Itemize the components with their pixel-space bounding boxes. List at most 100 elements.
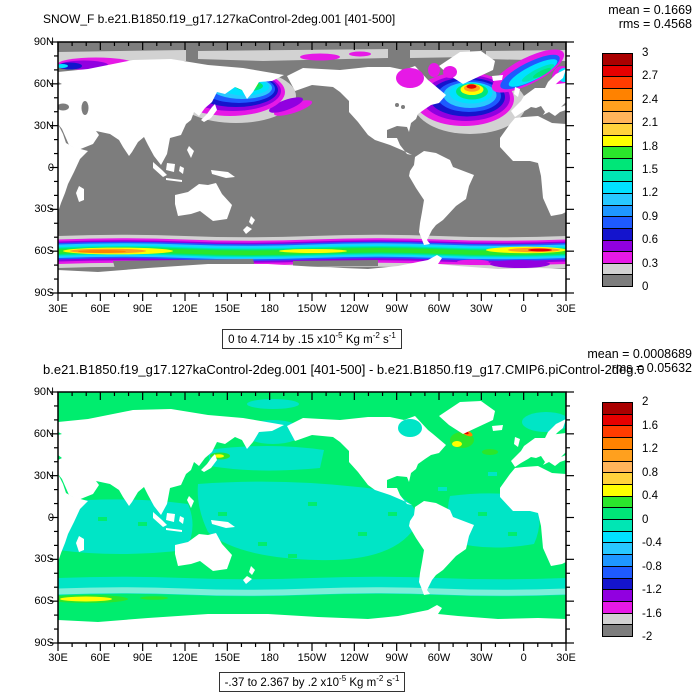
top-latitude-axis: 90N 60N 30N 0 30S 60S 90S — [18, 36, 54, 299]
lon-tick-label: 30E — [556, 652, 576, 664]
colorbar-cell — [603, 88, 632, 101]
lon-tick-label: 60E — [90, 303, 111, 315]
colorbar-cell — [603, 531, 632, 544]
colorbar-tick-label: 2.7 — [642, 70, 658, 83]
bottom-rms-value: rms = 0.05632 — [611, 361, 692, 375]
top-longitude-axis: 30E 60E 90E 120E 150E 180 150W 120W 90W 60W 30W 0 30… — [48, 303, 576, 317]
top-colorbar: 3 2.7 2.4 2.1 1.8 1.5 1.2 0.9 0.6 0.3 0 — [602, 47, 658, 293]
lon-tick-label: 90W — [385, 303, 408, 315]
lon-tick-label: 90W — [385, 652, 408, 664]
lon-tick-label: 30W — [470, 652, 493, 664]
colorbar-cell — [603, 228, 632, 241]
colorbar-cell — [603, 496, 632, 509]
lon-tick-label: 150W — [297, 303, 327, 315]
colorbar-tick-label: 2.1 — [642, 117, 658, 130]
lat-tick-label: 30S — [34, 553, 54, 566]
colorbar-cell — [603, 473, 632, 485]
colorbar-tick-label: -0.8 — [642, 560, 662, 573]
colorbar-tick-label: -1.2 — [642, 584, 662, 596]
colorbar-cell — [603, 158, 632, 171]
top-panel-stats: mean = 0.1669 rms = 0.4568 — [608, 3, 692, 31]
colorbar-cell — [603, 590, 632, 602]
colorbar-tick-label: 1.2 — [642, 187, 658, 200]
colorbar-cell — [603, 414, 632, 427]
bottom-panel-stats: mean = 0.0008689 rms = 0.05632 — [587, 347, 692, 375]
colorbar-cell — [603, 112, 632, 124]
lon-tick-label: 120E — [172, 652, 198, 664]
colorbar-tick-label: 2 — [642, 396, 649, 408]
colorbar-cell — [603, 252, 632, 264]
colorbar-cell — [603, 484, 632, 497]
lon-tick-label: 150W — [297, 652, 327, 664]
colorbar-tick-label: 0.4 — [642, 490, 658, 502]
lon-tick-label: 120W — [339, 652, 369, 664]
colorbar-tick-label: -2 — [642, 631, 653, 643]
lon-tick-label: 150E — [214, 303, 241, 315]
lat-tick-label: 90S — [34, 637, 54, 649]
bottom-panel-title: b.e21.B1850.f19_g17.127kaControl-2deg.00… — [43, 362, 645, 377]
lon-tick-label: 30E — [48, 303, 68, 315]
lon-tick-label: 180 — [260, 652, 279, 664]
bottom-colorbar: 2 1.6 1.2 0.8 0.4 0 -0.4 -0.8 -1.2 -1.6 -2 — [602, 396, 662, 643]
lon-tick-label: 120W — [339, 303, 369, 315]
top-range-label: 0 to 4.714 by .15 x10-5 Kg m-2 s-1 — [222, 329, 402, 349]
colorbar-cell — [603, 240, 632, 253]
lon-tick-label: 180 — [260, 303, 279, 315]
colorbar-cell — [603, 147, 632, 159]
snowfall-map — [50, 41, 574, 301]
lat-tick-label: 60N — [33, 77, 54, 90]
colorbar-tick-label: -0.4 — [642, 537, 662, 549]
colorbar-tick-label: 2.4 — [642, 93, 658, 106]
colorbar-tick-label: 0.9 — [642, 210, 658, 223]
colorbar-tick-label: 0.8 — [642, 466, 658, 479]
lon-tick-label: 0 — [520, 303, 527, 315]
top-rms-value: rms = 0.4568 — [618, 17, 692, 31]
colorbar-cell — [603, 275, 632, 287]
colorbar-tick-label: 1.2 — [642, 443, 658, 455]
lat-tick-label: 90N — [33, 386, 54, 398]
colorbar-cell — [603, 438, 632, 450]
bottom-mean-value: mean = 0.0008689 — [587, 347, 692, 361]
bottom-latitude-axis: 90N 60N 30N 0 30S 60S 90S — [18, 386, 54, 649]
colorbar-cells — [602, 402, 633, 637]
difference-map — [50, 391, 574, 651]
lat-tick-label: 30S — [34, 203, 54, 216]
colorbar-cell — [603, 263, 632, 276]
colorbar-cell — [603, 77, 632, 89]
lon-tick-label: 30E — [48, 652, 68, 664]
colorbar-tick-label: 0.6 — [642, 234, 658, 247]
lon-tick-label: 120E — [172, 303, 198, 315]
lon-tick-label: 90E — [132, 652, 153, 664]
lat-tick-label: 60S — [34, 245, 54, 258]
colorbar-cell — [603, 601, 632, 614]
lat-tick-label: 30N — [33, 119, 54, 132]
lon-tick-label: 60W — [427, 303, 451, 315]
lat-tick-label: 0 — [47, 511, 54, 524]
lat-tick-label: 0 — [47, 161, 54, 174]
colorbar-cell — [603, 54, 632, 66]
lon-tick-label: 90E — [132, 303, 153, 315]
colorbar-cell — [603, 449, 632, 462]
lon-tick-label: 60W — [427, 652, 451, 664]
colorbar-tick-label: -1.6 — [642, 607, 662, 620]
snowfall-overlays — [58, 63, 457, 115]
lat-tick-label: 30N — [33, 469, 54, 482]
colorbar-cell — [603, 555, 632, 567]
colorbar-tick-label: 0.3 — [642, 257, 658, 270]
difference-overlays — [398, 419, 422, 437]
lon-tick-label: 30W — [470, 303, 493, 315]
colorbar-cell — [603, 613, 632, 626]
map-ticks — [50, 41, 574, 301]
colorbar-cell — [603, 566, 632, 579]
lat-tick-label: 90S — [34, 287, 54, 299]
colorbar-cell — [603, 578, 632, 591]
top-mean-value: mean = 0.1669 — [608, 3, 692, 17]
colorbar-cell — [603, 123, 632, 136]
colorbar-cell — [603, 100, 632, 113]
colorbar-tick-label: 3 — [642, 47, 649, 59]
colorbar-cell — [603, 543, 632, 556]
colorbar-cell — [603, 625, 632, 637]
colorbar-cell — [603, 65, 632, 78]
colorbar-cell — [603, 520, 632, 532]
